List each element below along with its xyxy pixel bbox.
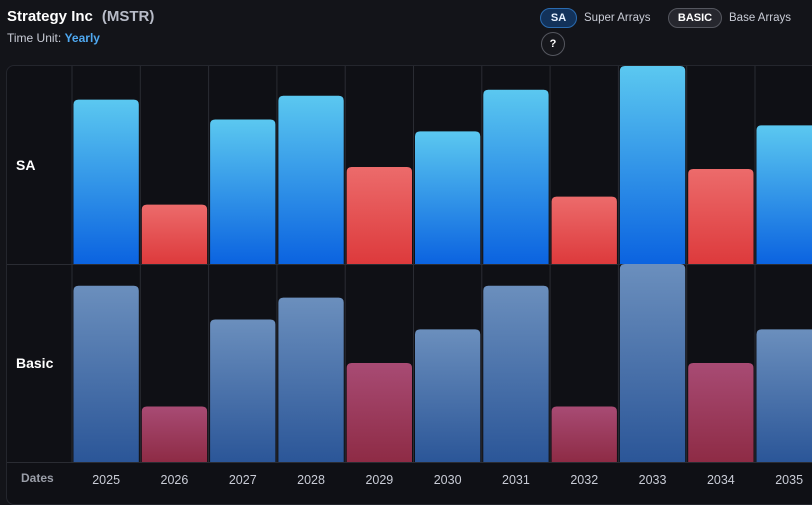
bar-basic-2032[interactable] [552,407,617,462]
bar-sa-2035[interactable] [757,125,812,264]
row-label-basic: Basic [16,355,53,371]
bar-sa-2031[interactable] [483,90,548,264]
x-tick-label: 2027 [229,473,257,487]
bar-layer [74,66,812,462]
bar-sa-2025[interactable] [74,100,139,264]
x-tick-label: 2026 [161,473,189,487]
x-tick-label: 2030 [434,473,462,487]
bar-sa-2029[interactable] [347,167,412,264]
bar-basic-2028[interactable] [278,298,343,462]
dates-label: Dates [21,471,54,485]
bar-basic-2035[interactable] [757,329,812,462]
bar-sa-2030[interactable] [415,131,480,264]
bar-sa-2032[interactable] [552,197,617,264]
x-tick-label: 2035 [775,473,803,487]
bar-basic-2030[interactable] [415,329,480,462]
bar-basic-2029[interactable] [347,363,412,462]
bar-sa-2028[interactable] [278,96,343,264]
bar-sa-2026[interactable] [142,205,207,264]
bar-sa-2034[interactable] [688,169,753,264]
bar-basic-2025[interactable] [74,286,139,462]
x-tick-label: 2029 [365,473,393,487]
bar-basic-2026[interactable] [142,407,207,462]
bar-basic-2034[interactable] [688,363,753,462]
bar-basic-2027[interactable] [210,319,275,462]
x-tick-label: 2034 [707,473,735,487]
x-tick-label: 2032 [570,473,598,487]
x-tick-label: 2033 [639,473,667,487]
bar-basic-2031[interactable] [483,286,548,462]
bar-sa-2033[interactable] [620,66,685,264]
x-tick-label: 2025 [92,473,120,487]
x-tick-label: 2031 [502,473,530,487]
bar-sa-2027[interactable] [210,119,275,264]
tick-layer: 2025 2026 2027 2028 2029 2030 2031 2032 2033 2034… [92,473,803,487]
x-tick-label: 2028 [297,473,325,487]
row-label-sa: SA [16,157,35,173]
bar-basic-2033[interactable] [620,264,685,462]
